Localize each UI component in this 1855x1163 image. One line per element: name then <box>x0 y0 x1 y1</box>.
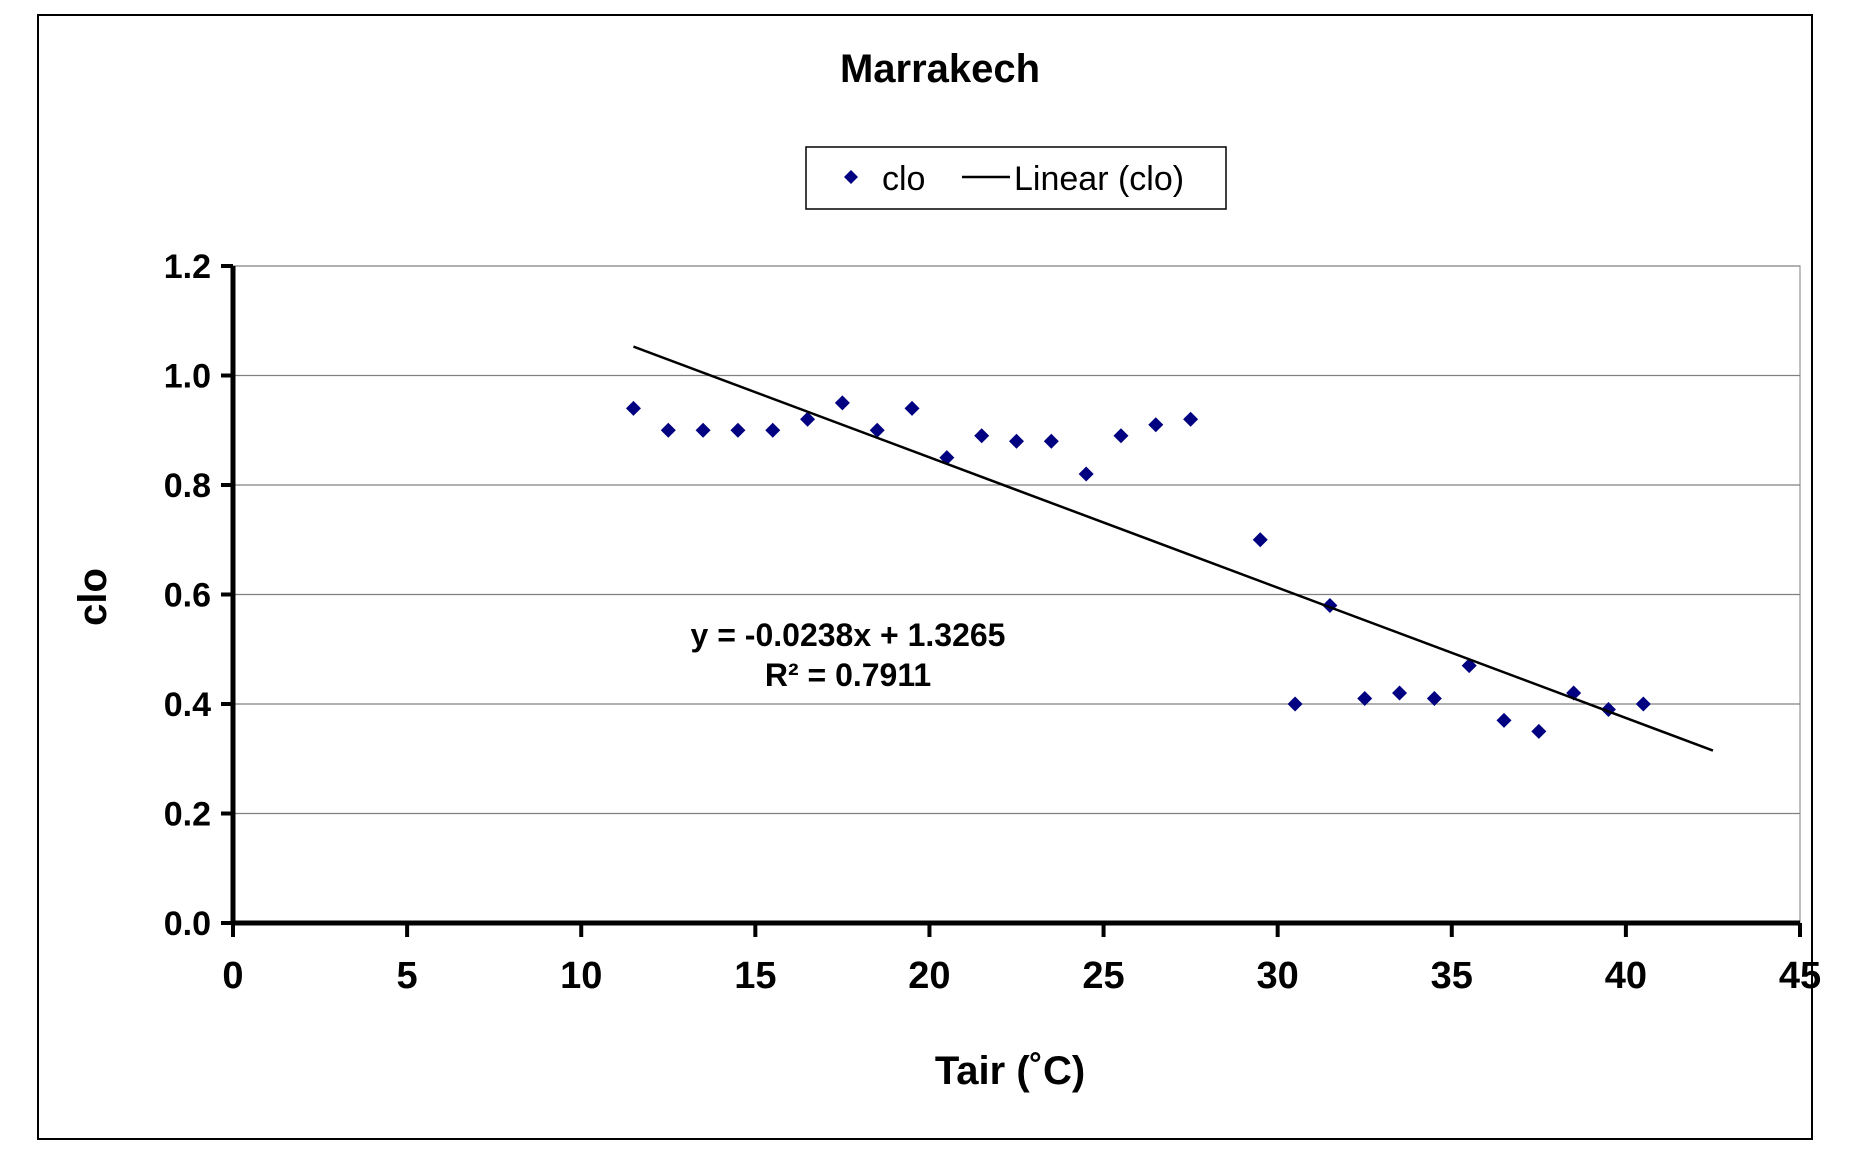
data-point <box>1496 712 1512 728</box>
chart-title: Marrakech <box>840 47 1040 91</box>
data-point <box>1287 696 1303 712</box>
axes <box>221 264 1802 937</box>
legend-diamond-marker <box>844 170 858 184</box>
plot-area: 0.0 0.2 0.4 0.6 0.8 1.0 1.2 0 5 10 15 20… <box>164 248 1821 997</box>
data-point <box>1043 433 1059 449</box>
data-point <box>1252 532 1268 548</box>
x-tick-label: 10 <box>560 955 602 997</box>
data-point <box>1183 411 1199 427</box>
y-tick-label: 1.0 <box>164 358 211 396</box>
x-tick-label: 45 <box>1779 955 1821 997</box>
x-tick-label: 15 <box>734 955 776 997</box>
x-tick-label: 20 <box>908 955 950 997</box>
data-point <box>765 422 781 438</box>
y-axis-label: clo <box>71 568 115 626</box>
legend-label-clo: clo <box>882 160 925 198</box>
x-tick-labels: 0 5 10 15 20 25 30 35 40 45 <box>222 955 1821 997</box>
x-tick-label: 40 <box>1605 955 1647 997</box>
x-tick-label: 35 <box>1431 955 1473 997</box>
gridlines <box>233 265 1800 815</box>
data-point <box>1009 433 1024 449</box>
data-points <box>625 395 1651 739</box>
data-point <box>1113 428 1129 444</box>
data-point <box>1148 417 1164 433</box>
data-point <box>1635 696 1651 712</box>
legend: clo Linear (clo) <box>805 146 1227 210</box>
trendline-r-squared: R² = 0.7911 <box>765 657 931 693</box>
trendline-equation: y = -0.0238x + 1.3265 <box>691 617 1006 653</box>
y-tick-label: 0.2 <box>164 796 211 834</box>
data-point <box>625 400 641 416</box>
y-tick-label: 1.2 <box>164 248 211 286</box>
data-point <box>800 411 816 427</box>
data-point <box>904 400 920 416</box>
data-point <box>1426 691 1442 707</box>
linear-trendline <box>633 345 1714 752</box>
y-tick-label: 0.4 <box>164 686 211 724</box>
x-tick-label: 30 <box>1257 955 1299 997</box>
legend-label-linear: Linear (clo) <box>1014 160 1184 198</box>
data-point <box>869 422 885 438</box>
data-point <box>695 422 711 438</box>
data-point <box>730 422 746 438</box>
y-tick-labels: 0.0 0.2 0.4 0.6 0.8 1.0 1.2 <box>164 248 211 943</box>
data-point <box>1531 723 1547 739</box>
data-point <box>974 428 990 444</box>
data-point <box>1078 466 1094 482</box>
data-point <box>1357 691 1373 707</box>
data-point <box>1392 685 1408 701</box>
x-tick-label: 5 <box>397 955 418 997</box>
data-point <box>834 395 850 411</box>
data-point <box>660 422 676 438</box>
legend-box <box>805 146 1227 210</box>
y-tick-label: 0.6 <box>164 577 211 615</box>
x-tick-label: 25 <box>1082 955 1124 997</box>
x-tick-label: 0 <box>222 955 243 997</box>
y-tick-label: 0.0 <box>164 905 211 943</box>
y-tick-label: 0.8 <box>164 467 211 505</box>
x-axis-label: Tair (˚C) <box>935 1049 1085 1093</box>
